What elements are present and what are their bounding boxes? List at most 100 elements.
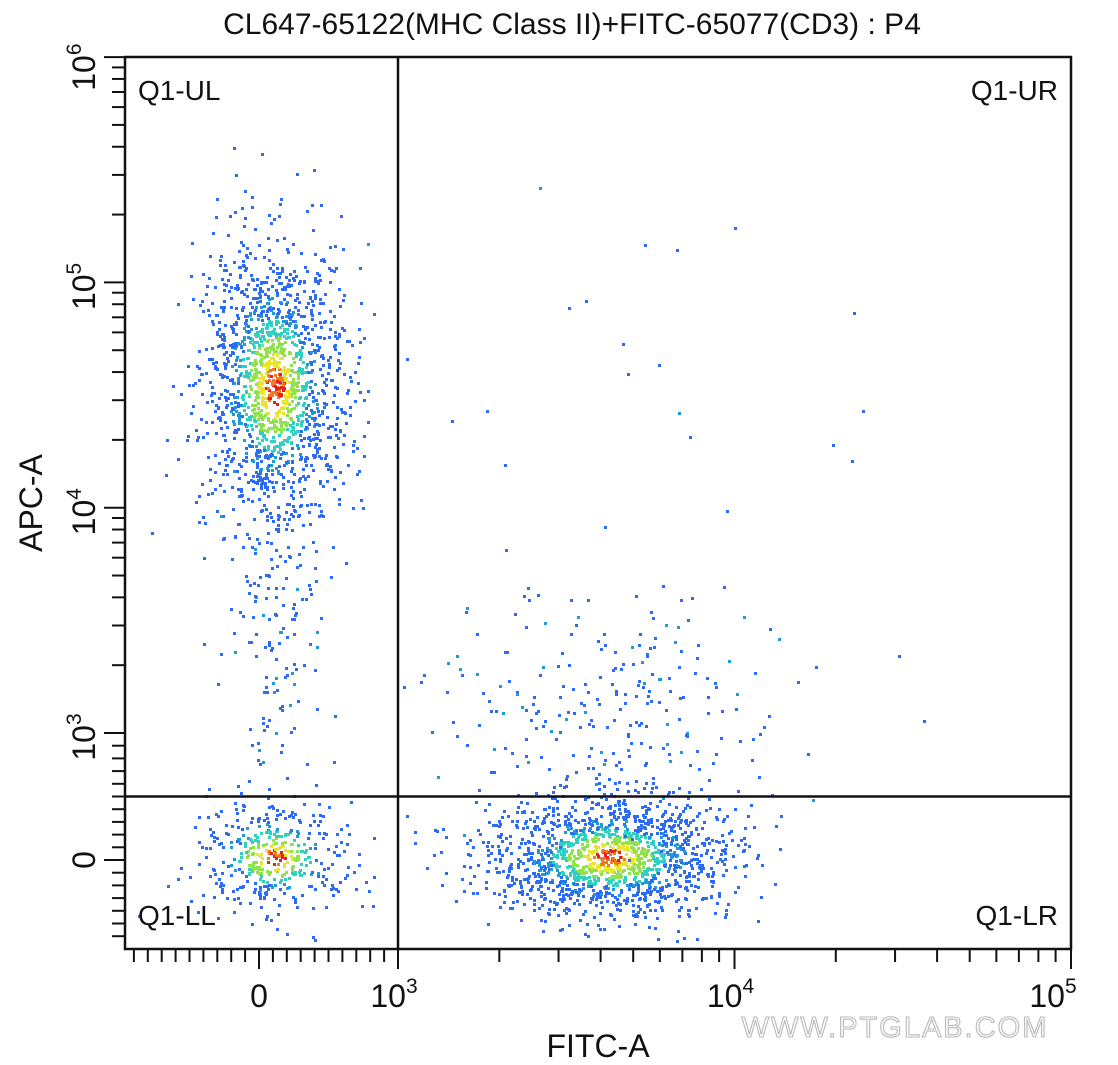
data-point: [576, 883, 579, 886]
data-point: [240, 792, 243, 795]
data-point: [564, 823, 567, 826]
data-point: [308, 415, 311, 418]
data-point: [258, 542, 261, 545]
data-point: [553, 823, 556, 826]
data-point: [312, 814, 315, 817]
data-point: [628, 755, 631, 758]
data-point: [291, 461, 294, 464]
data-point: [242, 834, 245, 837]
data-point: [201, 300, 204, 303]
data-point: [487, 849, 490, 852]
data-point: [446, 691, 449, 694]
data-point: [274, 350, 277, 353]
data-point: [223, 339, 226, 342]
data-point: [218, 328, 221, 331]
data-point: [575, 891, 578, 894]
data-point: [274, 426, 277, 429]
data-point: [440, 851, 443, 854]
data-point: [279, 813, 282, 816]
data-point: [261, 418, 264, 421]
data-point: [224, 469, 227, 472]
data-point: [559, 784, 562, 787]
data-point: [320, 617, 323, 620]
data-point: [587, 599, 590, 602]
data-point: [252, 343, 255, 346]
data-point: [353, 440, 356, 443]
data-point: [276, 294, 279, 297]
data-point: [616, 908, 619, 911]
data-point: [602, 863, 605, 866]
data-point: [708, 798, 711, 801]
data-point: [215, 314, 218, 317]
data-point: [583, 819, 586, 822]
data-point: [687, 839, 690, 842]
data-point: [314, 297, 317, 300]
data-point: [295, 352, 298, 355]
data-point: [635, 834, 638, 837]
data-point: [599, 870, 602, 873]
data-point: [670, 853, 673, 856]
data-point: [281, 267, 284, 270]
data-point: [271, 297, 274, 300]
data-point: [274, 842, 277, 845]
data-point: [505, 549, 508, 552]
data-point: [312, 304, 315, 307]
data-point: [338, 352, 341, 355]
data-point: [634, 820, 637, 823]
data-point: [277, 451, 280, 454]
data-point: [664, 897, 667, 900]
data-point: [596, 896, 599, 899]
data-point: [634, 923, 637, 926]
data-point: [359, 341, 362, 344]
data-point: [622, 802, 625, 805]
data-point: [340, 215, 343, 218]
data-point: [304, 388, 307, 391]
data-point: [323, 884, 326, 887]
data-point: [559, 898, 562, 901]
data-point: [243, 385, 246, 388]
data-point: [263, 434, 266, 437]
data-point: [262, 844, 265, 847]
data-point: [559, 881, 562, 884]
data-point: [737, 790, 740, 793]
data-point: [338, 498, 341, 501]
data-point: [652, 617, 655, 620]
data-point: [252, 404, 255, 407]
data-point: [273, 449, 276, 452]
data-point: [752, 738, 755, 741]
data-point: [258, 866, 261, 869]
data-point: [262, 614, 265, 617]
data-point: [650, 611, 653, 614]
data-point: [322, 302, 325, 305]
data-point: [643, 848, 646, 851]
data-point: [282, 483, 285, 486]
data-point: [853, 312, 856, 315]
data-point: [281, 744, 284, 747]
data-point: [288, 392, 291, 395]
data-point: [301, 385, 304, 388]
data-point: [222, 846, 225, 849]
data-point: [198, 495, 201, 498]
data-point: [322, 423, 325, 426]
data-point: [287, 368, 290, 371]
data-point: [654, 846, 657, 849]
data-point: [333, 315, 336, 318]
data-point: [299, 874, 302, 877]
data-point: [287, 336, 290, 339]
data-point: [570, 599, 573, 602]
data-point: [574, 809, 577, 812]
data-point: [618, 880, 621, 883]
data-point: [611, 833, 614, 836]
data-point: [687, 619, 690, 622]
data-point: [297, 377, 300, 380]
data-point: [241, 290, 244, 293]
data-point: [327, 848, 330, 851]
data-point: [294, 299, 297, 302]
data-point: [269, 369, 272, 372]
data-point: [272, 353, 275, 356]
data-point: [277, 524, 280, 527]
data-point: [596, 698, 599, 701]
data-point: [544, 920, 547, 923]
data-point: [641, 872, 644, 875]
data-point: [245, 413, 248, 416]
